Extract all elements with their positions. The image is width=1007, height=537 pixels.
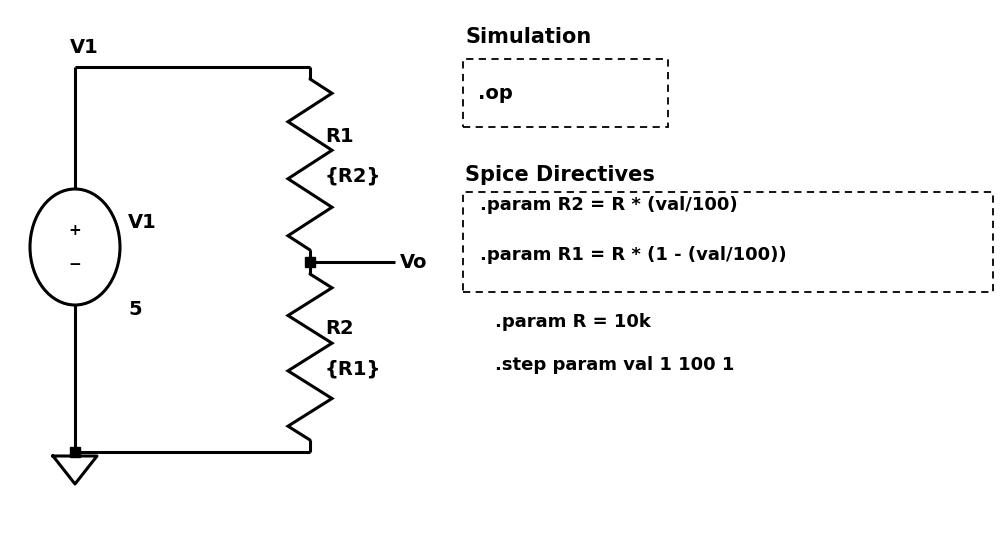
Text: −: − — [68, 257, 82, 272]
Text: Simulation: Simulation — [465, 27, 591, 47]
Text: R2: R2 — [325, 320, 353, 338]
Text: .op: .op — [478, 83, 513, 103]
Text: .param R1 = R * (1 - (val/100)): .param R1 = R * (1 - (val/100)) — [480, 246, 786, 264]
Text: +: + — [68, 222, 82, 237]
Text: .param R2 = R * (val/100): .param R2 = R * (val/100) — [480, 196, 737, 214]
Text: R1: R1 — [325, 127, 353, 146]
Text: Vo: Vo — [400, 252, 428, 272]
Text: V1: V1 — [70, 38, 99, 57]
Text: V1: V1 — [128, 213, 157, 231]
FancyBboxPatch shape — [463, 192, 993, 292]
Text: Spice Directives: Spice Directives — [465, 165, 655, 185]
Text: 5: 5 — [128, 300, 142, 318]
Text: {R1}: {R1} — [325, 359, 382, 379]
FancyBboxPatch shape — [463, 59, 668, 127]
Text: .step param val 1 100 1: .step param val 1 100 1 — [495, 356, 734, 374]
Text: {R2}: {R2} — [325, 167, 382, 186]
Text: .param R = 10k: .param R = 10k — [495, 313, 651, 331]
